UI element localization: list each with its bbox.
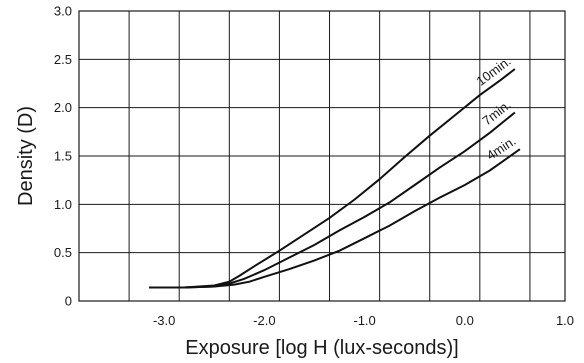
x-tick-label: -3.0: [153, 313, 175, 328]
y-tick-label: 0.5: [54, 245, 72, 260]
x-tick-label: -2.0: [253, 313, 275, 328]
x-tick-label: 1.0: [556, 313, 574, 328]
y-axis-title: Density (D): [15, 106, 37, 206]
curve-label: 7min.: [479, 97, 513, 128]
x-axis-title: Exposure [log H (lux-seconds)]: [185, 337, 458, 359]
y-tick-label: 1.0: [54, 197, 72, 212]
y-tick-label: 3.0: [54, 4, 72, 19]
series-line-2: [149, 111, 516, 289]
x-tick-label: -1.0: [353, 313, 375, 328]
curves: [149, 68, 521, 289]
plot-frame: [78, 10, 566, 302]
y-tick-labels: 0 0.5 1.0 1.5 2.0 2.5 3.0: [54, 4, 72, 309]
y-tick-label: 1.5: [54, 149, 72, 164]
y-tick-label: 2.0: [54, 100, 72, 115]
x-tick-label: 0.0: [456, 313, 474, 328]
series-line-1: [149, 68, 516, 289]
x-tick-labels: -3.0 -2.0 -1.0 0.0 1.0: [153, 313, 574, 328]
series-line-3: [149, 148, 521, 289]
curve-label: 4min.: [484, 133, 519, 163]
y-tick-label: 2.5: [54, 52, 72, 67]
y-tick-label: 0: [65, 294, 72, 309]
